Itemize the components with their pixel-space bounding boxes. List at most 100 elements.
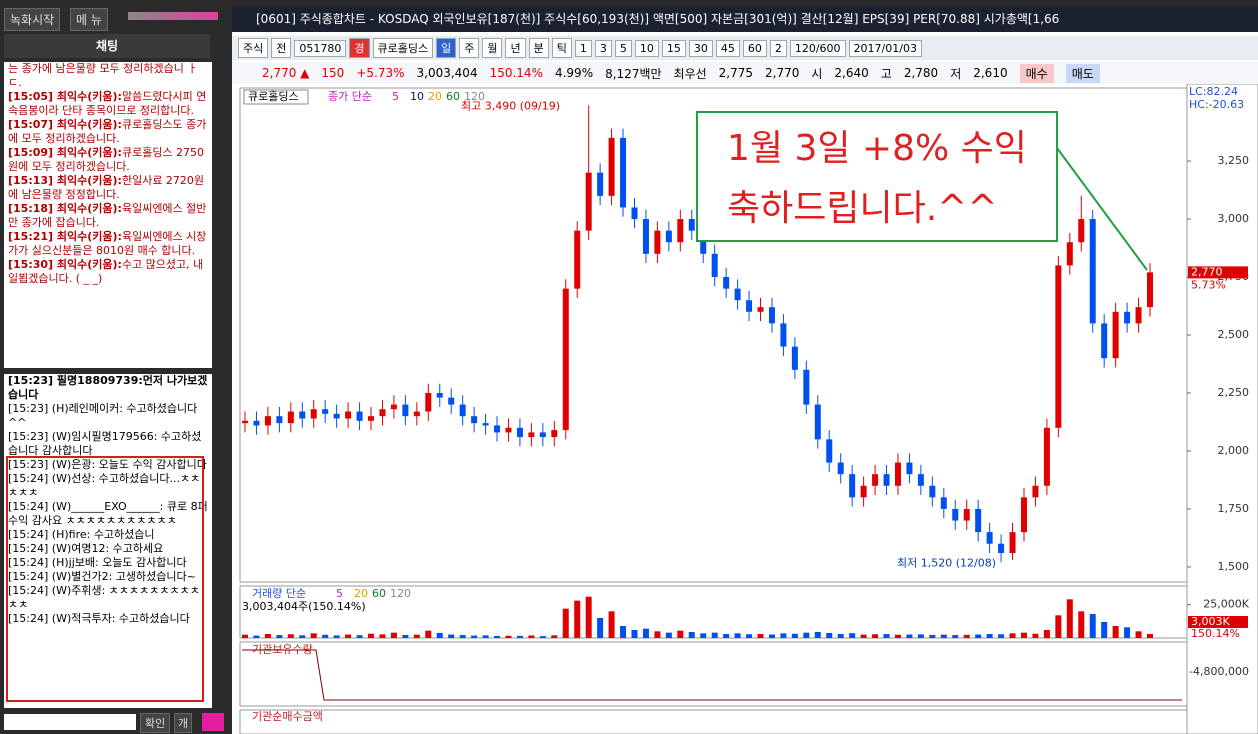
annotation-pointer — [1056, 147, 1148, 271]
toolbar-item[interactable]: 120/600 — [789, 39, 846, 57]
toolbar-item[interactable]: 큐로홀딩스 — [372, 38, 434, 58]
quote-field: 2,775 — [718, 66, 754, 80]
volume-bar — [860, 634, 867, 638]
toolbar-item[interactable]: 5 — [614, 39, 632, 57]
toolbar-item[interactable]: 일 — [436, 38, 457, 58]
order-button[interactable]: 매도 — [1065, 63, 1100, 83]
volume-bar — [665, 632, 672, 638]
toolbar-item[interactable]: 전 — [271, 38, 292, 58]
volume-bar — [803, 632, 810, 638]
candle-body — [448, 397, 455, 405]
chat-text: 는 종가에 남은물량 모두 정리하겠습니 ㅏㄷ. — [8, 62, 198, 89]
candle-body — [1066, 242, 1073, 266]
chat-tab[interactable]: 채팅 — [4, 34, 210, 58]
volume-bar — [849, 633, 856, 638]
title-bar: [0601] 주식종합차트 - KOSDAQ 외국인보유[187(천)] 주식수… — [232, 6, 1258, 32]
toolbar-item[interactable]: 051780 — [294, 39, 347, 57]
high-label: 최고 3,490 (09/19) — [461, 99, 560, 112]
candle-body — [940, 497, 947, 509]
chat-sender: [15:30] 최익수(키움): — [8, 258, 122, 271]
volume-bar — [528, 635, 535, 638]
candle-body — [390, 404, 397, 410]
toolbar-item[interactable]: 주 — [459, 38, 480, 58]
chat-text: 말씀드렸다시피 연속음봉이라 단타 종목이므로 정리합니다. — [8, 90, 207, 117]
menu-button[interactable]: 메 뉴 — [70, 8, 108, 31]
candle-body — [963, 508, 970, 521]
chat-text: 큐로홀딩스 2750원에 모두 정리하겠습니다. — [8, 146, 205, 173]
volume-bar — [952, 635, 959, 638]
volume-bar — [471, 635, 478, 638]
candle-body — [264, 416, 271, 426]
volume-bar — [287, 634, 294, 638]
candle-body — [253, 420, 260, 426]
toolbar-item[interactable]: 틱 — [551, 38, 572, 58]
chat-message: [15:09] 최익수(키움):큐로홀딩스 2750원에 모두 정리하겠습니다. — [8, 146, 208, 174]
chat-message: [15:24] (W)______EXO______: 큐로 8퍼 수익 감사요… — [8, 500, 208, 527]
candle-body — [780, 323, 787, 347]
candle-body — [1089, 219, 1096, 324]
count-button[interactable]: 개 — [174, 713, 193, 733]
volume-bar — [1124, 627, 1131, 638]
chat-input[interactable] — [4, 714, 136, 730]
toolbar-item[interactable]: 년 — [505, 38, 526, 58]
order-button[interactable]: 매수 — [1019, 63, 1054, 83]
toolbar-item[interactable]: 주식 — [238, 38, 269, 58]
volume-bar — [986, 634, 993, 638]
candle-body — [723, 277, 730, 289]
candle-body — [883, 474, 890, 486]
toolbar-item[interactable]: 2 — [769, 39, 787, 57]
volume-legend: 거래량 단순 — [252, 587, 306, 600]
volume-bar — [333, 635, 340, 638]
candle-body — [402, 404, 409, 417]
candle-body — [654, 230, 661, 254]
legend-ma-period: 20 — [428, 90, 442, 103]
candle-body — [1135, 307, 1142, 324]
volume-bar — [654, 631, 661, 638]
toolbar-item[interactable]: 2017/01/03 — [848, 39, 922, 57]
legend-ma-period: 10 — [410, 90, 424, 103]
toolbar-item[interactable]: 10 — [634, 39, 659, 57]
toolbar-item[interactable]: 30 — [688, 39, 713, 57]
toolbar-item[interactable]: 60 — [742, 39, 767, 57]
candle-body — [322, 409, 329, 414]
lock-icon[interactable] — [202, 713, 224, 731]
candle-body — [803, 369, 810, 405]
volume-bar — [631, 630, 638, 638]
candle-body — [494, 425, 501, 433]
volume-bar — [620, 626, 627, 638]
candle-body — [1009, 532, 1016, 554]
toolbar-item[interactable]: 월 — [482, 38, 503, 58]
volume-bar — [998, 634, 1005, 638]
toolbar-item[interactable]: 3 — [594, 39, 612, 57]
chat-message: [15:23] (W)임시필명179566: 수고하셨습니다 감사합니다 — [8, 430, 202, 457]
legend-box — [243, 89, 309, 105]
chat-text: 한일사료 2720원에 남은물량 정정합니다. — [8, 174, 205, 201]
toolbar-item[interactable]: 분 — [528, 38, 549, 58]
volume-ma-period: 60 — [372, 587, 386, 600]
candle-body — [585, 172, 592, 231]
candle-body — [1078, 219, 1085, 243]
chat-sender: [15:18] 최익수(키움): — [8, 202, 122, 215]
record-button[interactable]: 녹화시작 — [4, 8, 61, 31]
volume-bar — [872, 634, 879, 638]
chat-message: 는 종가에 남은물량 모두 정리하겠습니 ㅏㄷ. — [8, 62, 208, 90]
volume-bar — [562, 608, 569, 638]
candle-body — [849, 474, 856, 498]
candle-body — [998, 543, 1005, 554]
toolbar-item[interactable]: 15 — [661, 39, 686, 57]
toolbar-item[interactable]: 45 — [715, 39, 740, 57]
legend-ma: 종가 단순 — [328, 90, 372, 103]
candle-body — [333, 413, 340, 419]
quote-field: 4.99% — [554, 66, 594, 80]
volume-bar — [791, 633, 798, 638]
toolbar-item[interactable]: 경 — [349, 38, 370, 58]
toolbar-item[interactable]: 1 — [574, 39, 592, 57]
confirm-button[interactable]: 확인 — [140, 713, 171, 733]
candle-body — [242, 420, 248, 424]
volume-bar — [746, 634, 753, 638]
chat-text: 육일씨엔에스 절반만 종가에 잡습니다. — [8, 202, 207, 229]
candle-body — [700, 230, 707, 254]
candle-body — [1032, 485, 1039, 498]
chat-text: 큐로홀딩스도 종가에 모두 정리하겠습니다. — [8, 118, 207, 145]
candle-body — [620, 137, 627, 208]
